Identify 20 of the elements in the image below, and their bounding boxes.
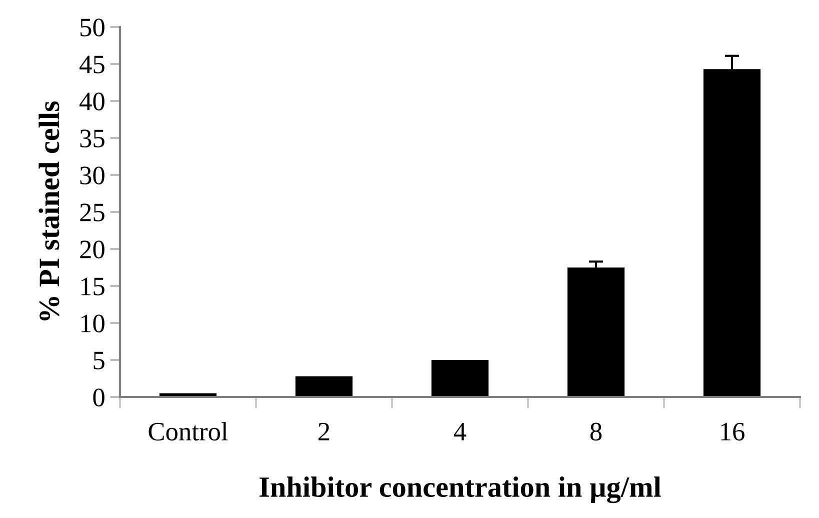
x-axis-title: Inhibitor concentration in µg/ml <box>260 476 661 504</box>
y-tick-label: 0 <box>93 388 104 406</box>
y-tick-label: 5 <box>94 352 104 370</box>
x-tick-label: 4 <box>454 422 466 440</box>
x-tick-label: Control <box>148 422 228 441</box>
y-tick-label: 40 <box>80 92 104 110</box>
x-tick-label: 8 <box>590 422 602 441</box>
y-tick-label: 20 <box>80 240 104 258</box>
y-tick-label: 45 <box>80 56 104 74</box>
y-tick-label: 30 <box>80 166 104 184</box>
x-tick-label: 16 <box>721 422 744 441</box>
bar <box>431 360 489 397</box>
y-tick-label: 15 <box>81 278 104 296</box>
x-tick-label: 2 <box>318 422 330 440</box>
y-tick-label: 10 <box>81 314 104 332</box>
bar <box>295 376 353 397</box>
y-tick-label: 35 <box>80 130 104 148</box>
y-axis-title: % PI stained cells <box>38 101 60 320</box>
y-tick-label: 50 <box>80 18 104 36</box>
y-tick-label: 25 <box>80 204 104 222</box>
